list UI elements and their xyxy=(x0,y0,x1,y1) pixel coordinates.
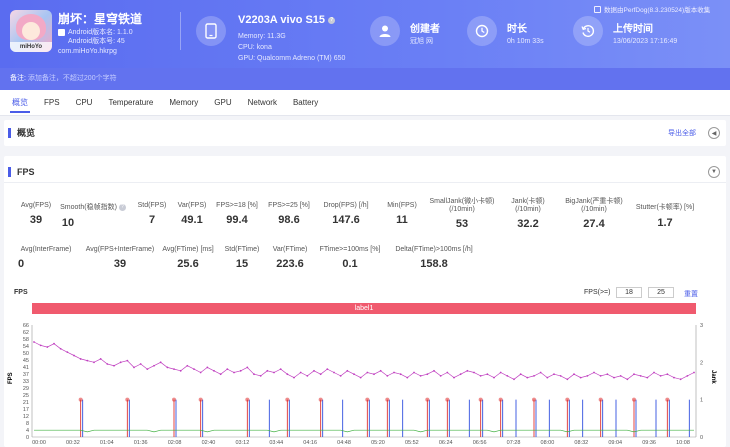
note-placeholder[interactable]: 添加备注，不超过200个字符 xyxy=(27,75,117,82)
tab-network[interactable]: Network xyxy=(247,98,277,107)
stat-fps-25: FPS>=25 [%] 98.6 xyxy=(268,202,310,226)
overview-title: 概览 xyxy=(8,128,35,138)
device-model: V2203A vivo S15 ? xyxy=(238,14,336,26)
tab-cpu[interactable]: CPU xyxy=(75,98,93,107)
stat-var-fps: Var(FPS) 49.1 xyxy=(177,202,207,226)
creator-title: 创建者 xyxy=(410,24,440,35)
user-icon xyxy=(370,16,400,46)
collapse-fps-icon[interactable]: ▼ xyxy=(708,166,720,178)
export-icon xyxy=(594,5,601,13)
duration-value: 0h 10m 33s xyxy=(507,38,544,45)
stat-min-fps: Min(FPS) 11 xyxy=(387,202,417,226)
duration-title: 时长 xyxy=(507,24,527,35)
export-note[interactable]: 数据由PerfDog(8.3.230524)版本收集 xyxy=(594,4,710,14)
help-icon[interactable]: ? xyxy=(118,203,126,211)
tab-overview[interactable]: 概览 xyxy=(4,90,36,115)
report-header: miHoYo 崩坏：星穹铁道 Android版本名: 1.1.0 Android… xyxy=(0,0,730,68)
divider xyxy=(180,12,181,50)
chart-title: FPS xyxy=(14,289,28,296)
stat-avg-fps: Avg(FPS) 39 xyxy=(20,202,52,226)
android-icon xyxy=(58,29,65,36)
stat-ftime-100: FTime>=100ms [%] 0.1 xyxy=(319,246,381,270)
stat-var-ftime: Var(FTime) 223.6 xyxy=(272,246,308,270)
stat-jank: Jank(卡顿) (/10min) 32.2 xyxy=(511,198,545,230)
stat-big-jank: BigJank(严重卡顿) (/10min) 27.4 xyxy=(565,198,623,230)
export-text: 数据由PerfDog(8.3.230524)版本收集 xyxy=(604,7,711,14)
export-all-link[interactable]: 导出全部 xyxy=(668,130,696,137)
collapse-overview-icon[interactable]: ◀ xyxy=(708,127,720,139)
stat-small-jank: SmallJank(微小卡顿) (/10min) 53 xyxy=(429,198,495,230)
stat-std-fps: Std(FPS) 7 xyxy=(137,202,167,226)
app-icon: miHoYo xyxy=(10,10,52,52)
app-name: 崩坏：星穹铁道 xyxy=(58,12,143,26)
note-bar[interactable]: 备注: 添加备注，不超过200个字符 xyxy=(0,68,730,90)
stat-smooth: Smooth(稳帧指数) ? 10 xyxy=(58,202,128,229)
tab-memory[interactable]: Memory xyxy=(169,98,199,107)
device-cpu: CPU: kona xyxy=(238,44,272,51)
stat-stutter: Stutter(卡顿率) [%] 1.7 xyxy=(635,204,695,229)
stat-std-ftime: Std(FTime) 15 xyxy=(224,246,260,270)
history-icon xyxy=(573,16,603,46)
reset-button[interactable]: 重置 xyxy=(684,291,698,298)
stat-avg-ftime: Avg(FTime) [ms] 25.6 xyxy=(162,246,214,270)
device-gpu: GPU: Qualcomm Adreno (TM) 650 xyxy=(238,55,346,62)
overview-card: 概览 导出全部 ◀ xyxy=(4,120,726,146)
device-memory: Memory: 11.3G xyxy=(238,33,286,40)
fps-section-title: FPS xyxy=(8,167,35,177)
device-info-icon[interactable]: ? xyxy=(328,16,336,24)
stat-delta-ftime: Delta(FTime)>100ms [/h] 158.8 xyxy=(395,246,473,270)
chart-label-bar[interactable]: label1 xyxy=(32,303,696,314)
divider xyxy=(4,182,726,183)
creator-value: 冠旭 网 xyxy=(410,38,433,45)
android-code: Android版本号: 45 xyxy=(68,38,125,45)
threshold-input-1[interactable]: 18 xyxy=(616,287,642,298)
tab-gpu[interactable]: GPU xyxy=(214,98,232,107)
tab-bar: 概览 FPS CPU Temperature Memory GPU Networ… xyxy=(0,90,730,116)
threshold-label: FPS(>=) xyxy=(584,289,611,296)
threshold-input-2[interactable]: 25 xyxy=(648,287,674,298)
upload-value: 13/06/2023 17:16:49 xyxy=(613,38,678,45)
app-meta: Android版本名: 1.1.0 Android版本号: 45 xyxy=(58,28,133,46)
tab-temperature[interactable]: Temperature xyxy=(108,98,154,107)
stat-avg-interframe: Avg(InterFrame) 0 xyxy=(18,246,72,270)
note-label: 备注: xyxy=(10,75,26,82)
package-name: com.miHoYo.hkrpg xyxy=(58,48,117,55)
upload-title: 上传时间 xyxy=(613,24,653,35)
tab-battery[interactable]: Battery xyxy=(292,98,319,107)
android-version: Android版本名: 1.1.0 xyxy=(68,29,133,36)
stat-drop-fps: Drop(FPS) [/h] 147.6 xyxy=(323,202,369,226)
tab-fps[interactable]: FPS xyxy=(44,98,60,107)
stat-avg-fps-interframe: Avg(FPS+InterFrame) 39 xyxy=(85,246,155,270)
stat-fps-18: FPS>=18 [%] 99.4 xyxy=(216,202,258,226)
phone-icon xyxy=(196,16,226,46)
app-icon-tag: miHoYo xyxy=(10,42,52,52)
clock-icon xyxy=(467,16,497,46)
